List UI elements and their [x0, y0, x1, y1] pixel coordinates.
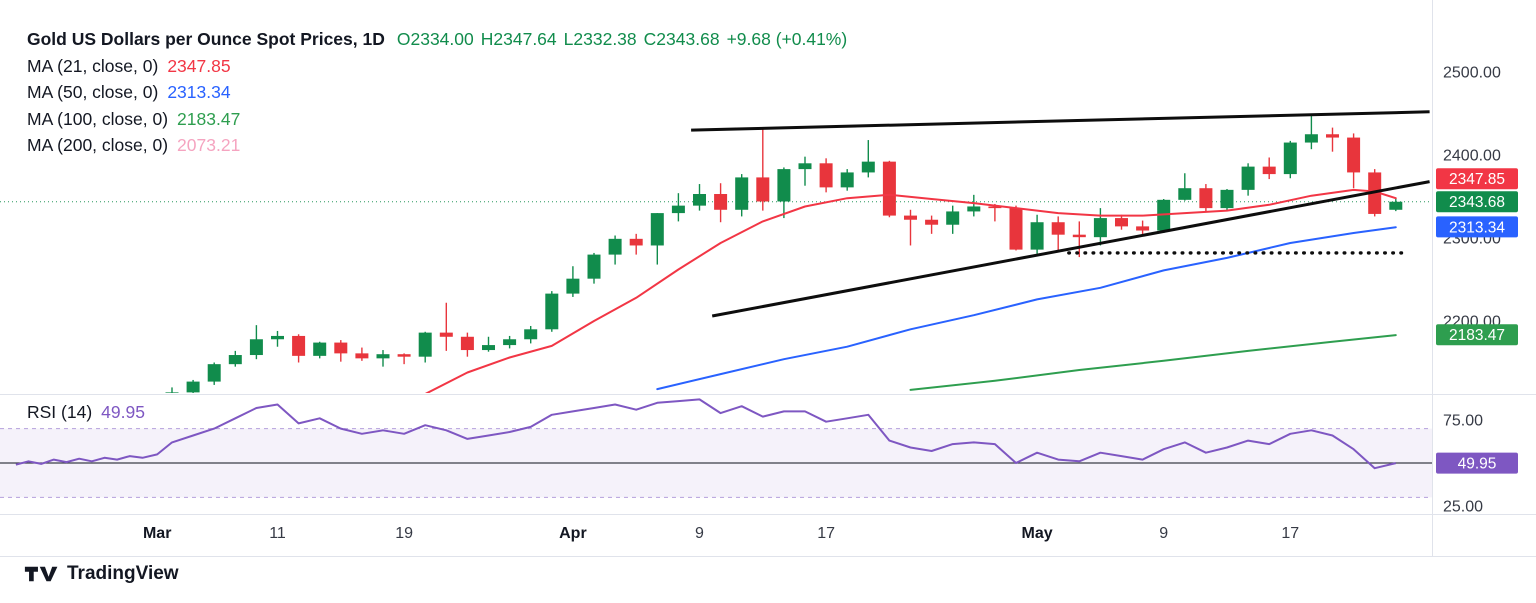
time-tick-9: 9	[695, 525, 704, 542]
rsi-tick-label: 75.00	[1443, 413, 1483, 430]
ma-200-row[interactable]: MA (200, close, 0) 2073.21	[27, 132, 854, 159]
time-axis[interactable]: Mar 11 19 Apr 9 17 May 9 17	[143, 525, 1299, 542]
price-pane[interactable]	[0, 110, 1432, 420]
ma-100-line	[909, 334, 1397, 391]
symbol-row[interactable]: Gold US Dollars per Ounce Spot Prices, 1…	[27, 26, 854, 53]
svg-text:2347.85: 2347.85	[1449, 171, 1505, 188]
price-tick-label: 2500.00	[1443, 65, 1501, 82]
ma-100-label: MA (100, close, 0)	[27, 108, 169, 129]
ma-50-row[interactable]: MA (50, close, 0) 2313.34	[27, 79, 854, 106]
time-tick-Mar: Mar	[143, 525, 171, 542]
svg-text:2343.68: 2343.68	[1449, 194, 1505, 211]
ma-21-line	[424, 188, 1397, 393]
rsi-pane[interactable]	[0, 398, 1432, 498]
rsi-value: 49.95	[101, 402, 145, 422]
time-tick-9: 9	[1159, 525, 1168, 542]
symbol-title[interactable]: Gold US Dollars per Ounce Spot Prices, 1…	[27, 29, 385, 49]
price-tick-label: 2400.00	[1443, 148, 1501, 165]
close-value: C2343.68	[643, 29, 720, 49]
ma-200-value: 2073.21	[177, 135, 241, 155]
time-tick-17: 17	[817, 525, 835, 542]
axis-badge-2343.68: 2343.68	[1436, 191, 1518, 213]
axis-badge-2347.85: 2347.85	[1436, 168, 1518, 190]
time-tick-19: 19	[395, 525, 413, 542]
ma-100-value: 2183.47	[177, 108, 241, 129]
ma-21-value: 2347.85	[167, 55, 231, 76]
time-tick-11: 11	[269, 525, 286, 542]
tradingview-logo-icon	[24, 566, 58, 582]
tradingview-logo-text: TradingView	[67, 563, 179, 584]
upper-resistance-trendline[interactable]	[691, 110, 1430, 132]
ma-200-label: MA (200, close, 0)	[27, 135, 169, 155]
ma-50-label: MA (50, close, 0)	[27, 82, 159, 102]
svg-text:2313.34: 2313.34	[1449, 219, 1505, 236]
candles	[165, 113, 1403, 393]
ma-50-value: 2313.34	[167, 82, 231, 102]
chart-legend: Gold US Dollars per Ounce Spot Prices, 1…	[27, 26, 854, 159]
axis-badge-2183.47: 2183.47	[1436, 324, 1518, 346]
time-tick-17: 17	[1281, 525, 1299, 542]
axis-badge-49.95: 49.95	[1436, 452, 1518, 474]
open-value: O2334.00	[396, 29, 474, 49]
low-value: L2332.38	[563, 29, 637, 49]
rsi-tick-label: 25.00	[1443, 499, 1483, 516]
rsi-label: RSI (14)	[27, 402, 93, 422]
time-tick-May: May	[1022, 525, 1053, 542]
ma-21-row[interactable]: MA (21, close, 0) 2347.85	[27, 53, 854, 80]
time-tick-Apr: Apr	[559, 525, 587, 542]
change-value: +9.68 (+0.41%)	[726, 29, 848, 49]
high-value: H2347.64	[480, 29, 557, 49]
lower-support-trendline[interactable]	[711, 180, 1430, 318]
ma-50-line	[656, 226, 1397, 391]
rsi-line	[15, 398, 1397, 470]
ma-100-row[interactable]: MA (100, close, 0) 2183.47	[27, 106, 854, 133]
price-axis[interactable]: 2500.002400.002300.002200.0075.0025.0021…	[1436, 65, 1518, 516]
svg-text:2183.47: 2183.47	[1449, 327, 1505, 344]
svg-text:49.95: 49.95	[1458, 456, 1497, 473]
tradingview-attribution[interactable]: TradingView	[24, 563, 179, 585]
axis-badge-2313.34: 2313.34	[1436, 216, 1518, 238]
rsi-legend[interactable]: RSI (14) 49.95	[27, 402, 145, 423]
ma-21-label: MA (21, close, 0)	[27, 55, 159, 76]
